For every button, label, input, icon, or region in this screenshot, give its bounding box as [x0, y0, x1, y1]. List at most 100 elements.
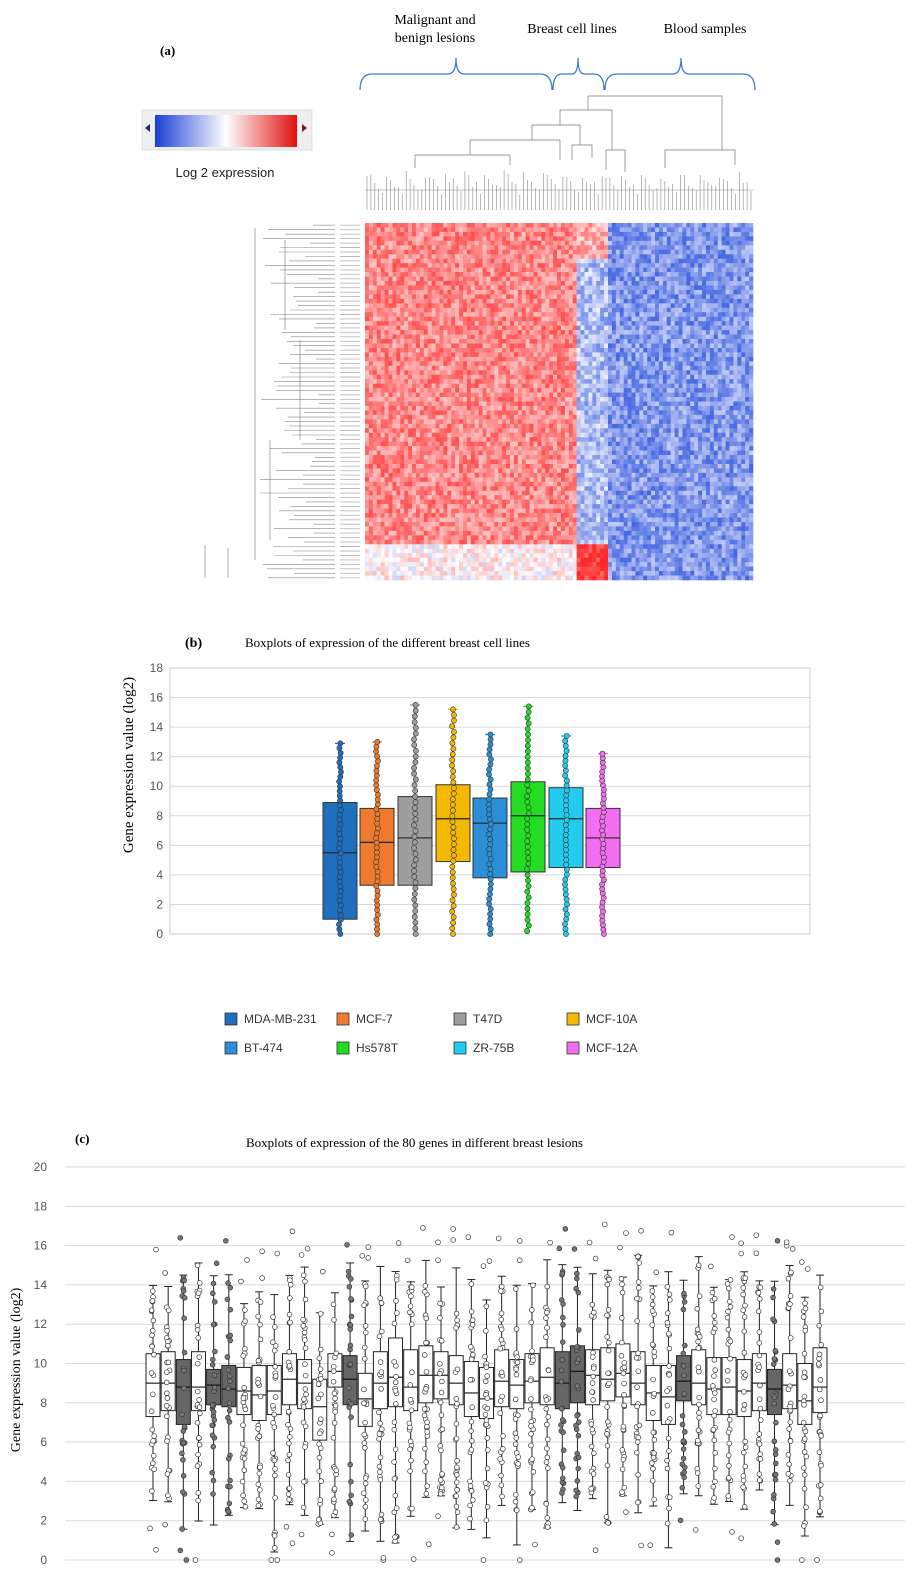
heatmap-cell [447, 414, 452, 420]
heatmap-cell [517, 249, 523, 255]
heatmap-cell [486, 223, 491, 228]
heatmap-cell [439, 356, 444, 362]
heatmap-cell [733, 249, 738, 255]
heatmap-cell [415, 223, 421, 228]
heatmap-cell [447, 334, 452, 340]
heatmap-cell [431, 410, 436, 416]
heatmap-cell [474, 414, 479, 420]
heatmap-cell [600, 388, 605, 393]
heatmap-cell [705, 414, 711, 420]
heatmap-cell [611, 414, 617, 420]
heatmap-cell [564, 276, 570, 282]
heatmap-cell [737, 410, 742, 416]
heatmap-cell [627, 240, 632, 246]
heatmap-cell [737, 370, 742, 376]
heatmap-cell [678, 352, 683, 358]
heatmap-cell [611, 374, 617, 380]
heatmap-cell [517, 307, 523, 313]
heatmap-cell [560, 432, 566, 438]
heatmap-cell [529, 414, 534, 420]
heatmap-cell [478, 410, 483, 416]
heatmap-cell [572, 227, 577, 233]
heatmap-cell [459, 401, 464, 407]
heatmap-cell [627, 307, 632, 313]
heatmap-cell [600, 312, 605, 318]
heatmap-cell [404, 258, 409, 264]
heatmap-cell [510, 410, 515, 416]
heatmap-cell [372, 276, 378, 282]
heatmap-cell [639, 410, 644, 416]
heatmap-cell [596, 374, 601, 380]
heatmap-cell [690, 410, 695, 416]
heatmap-cell [494, 263, 499, 268]
heatmap-cell [419, 240, 425, 246]
heatmap-cell [368, 249, 374, 255]
heatmap-cell [705, 281, 711, 286]
heatmap-cell [694, 347, 699, 353]
heatmap-cell [604, 339, 609, 344]
heatmap-cell [709, 365, 715, 371]
heatmap-cell [541, 352, 546, 358]
heatmap-cell [698, 272, 703, 277]
heatmap-cell [490, 343, 495, 349]
heatmap-cell [466, 392, 472, 398]
heatmap-cell [611, 432, 617, 438]
heatmap-cell [686, 405, 691, 411]
heatmap-cell [725, 272, 730, 277]
heatmap-cell [662, 428, 668, 434]
heatmap-cell [412, 343, 417, 349]
heatmap-cell [525, 303, 530, 309]
heatmap-cell [572, 267, 577, 273]
heatmap-cell [658, 388, 664, 393]
heatmap-cell [502, 370, 507, 376]
heatmap-cell [502, 285, 507, 291]
heatmap-cell [615, 330, 621, 335]
heatmap-cell [737, 245, 742, 251]
heatmap-cell [572, 356, 577, 362]
heatmap-cell [533, 428, 538, 434]
heatmap-cell [580, 352, 585, 358]
heatmap-cell [682, 312, 687, 318]
heatmap-cell [639, 392, 644, 398]
heatmap-cell [572, 330, 577, 335]
heatmap-cell [557, 370, 562, 376]
heatmap-cell [502, 401, 507, 407]
heatmap-cell [733, 388, 738, 393]
heatmap-cell [580, 339, 585, 344]
heatmap-cell [431, 343, 436, 349]
heatmap-cell [619, 263, 624, 268]
heatmap-cell [443, 276, 448, 282]
heatmap-cell [541, 321, 546, 326]
heatmap-cell [423, 240, 429, 246]
heatmap-cell [443, 223, 448, 228]
heatmap-cell [745, 267, 750, 273]
heatmap-cell [545, 383, 550, 389]
heatmap-cell [521, 281, 526, 286]
heatmap-cell [412, 432, 417, 438]
heatmap-cell [643, 330, 648, 335]
heatmap-cell [737, 236, 742, 242]
heatmap-cell [615, 276, 621, 282]
heatmap-cell [580, 254, 585, 259]
heatmap-cell [400, 254, 405, 259]
heatmap-cell [486, 276, 491, 282]
heatmap-cell [466, 236, 472, 242]
heatmap-cell [651, 379, 656, 384]
heatmap-cell [639, 236, 644, 242]
heatmap-cell [502, 339, 507, 344]
heatmap-cell [478, 392, 483, 398]
heatmap-cell [545, 307, 550, 313]
heatmap-cell [435, 223, 440, 228]
heatmap-cell [721, 281, 726, 286]
heatmap-cell [404, 294, 409, 300]
heatmap-cell [698, 401, 703, 407]
heatmap-cell [721, 236, 726, 242]
heatmap-cell [388, 223, 393, 228]
heatmap-cell [506, 374, 511, 380]
heatmap-cell [686, 356, 691, 362]
heatmap-cell [635, 267, 640, 273]
heatmap-cell [737, 263, 742, 268]
heatmap-cell [607, 334, 613, 340]
heatmap-cell [486, 281, 491, 286]
heatmap-cell [541, 285, 546, 291]
